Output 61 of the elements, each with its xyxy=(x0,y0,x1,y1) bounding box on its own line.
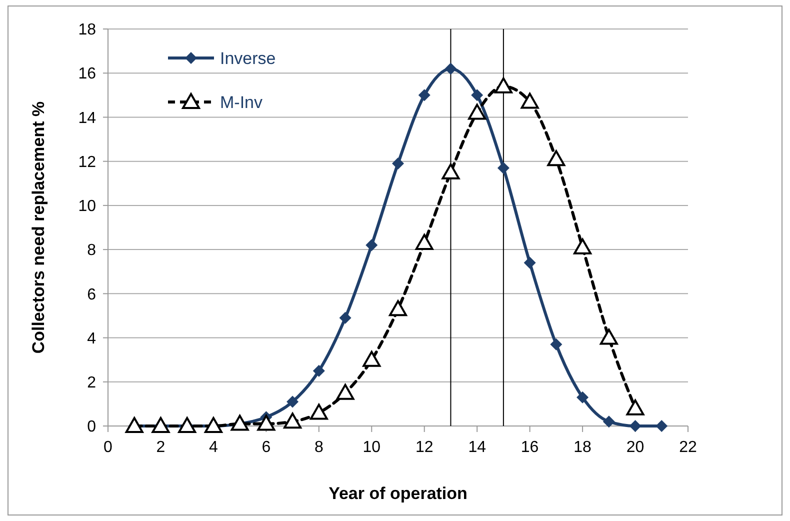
point xyxy=(444,62,457,75)
x-tick-label: 0 xyxy=(104,439,113,456)
point xyxy=(629,420,642,432)
point xyxy=(468,104,486,120)
point xyxy=(178,417,196,433)
x-tick-label: 8 xyxy=(314,439,324,456)
point xyxy=(497,162,510,174)
y-tick-label: 16 xyxy=(78,66,96,83)
point xyxy=(547,150,566,166)
legend-label: Inverse xyxy=(220,48,276,68)
point xyxy=(418,89,430,102)
point xyxy=(520,92,539,109)
point xyxy=(574,238,592,254)
point xyxy=(366,239,378,252)
y-tick-label: 4 xyxy=(87,330,96,348)
point xyxy=(389,300,407,316)
point xyxy=(494,77,512,94)
y-tick-label: 8 xyxy=(87,242,96,260)
point xyxy=(152,417,170,433)
point xyxy=(339,312,352,324)
point xyxy=(362,350,381,367)
point xyxy=(286,396,299,408)
x-tick-label: 16 xyxy=(520,439,539,456)
point xyxy=(524,256,536,269)
point xyxy=(550,338,562,350)
x-tick-label: 4 xyxy=(209,439,218,456)
point xyxy=(442,163,460,180)
point xyxy=(257,414,276,431)
point xyxy=(230,414,249,431)
point xyxy=(310,404,328,420)
x-tick-label: 22 xyxy=(679,439,697,456)
x-tick-label: 14 xyxy=(468,439,486,456)
y-tick-label: 12 xyxy=(78,154,96,171)
x-tick-label: 18 xyxy=(574,439,592,456)
legend-label: M-Inv xyxy=(220,92,263,112)
point xyxy=(204,417,222,433)
point xyxy=(600,328,618,345)
point xyxy=(312,364,325,377)
y-tick-label: 2 xyxy=(87,374,96,392)
point xyxy=(415,234,434,250)
point xyxy=(284,412,302,429)
x-tick-label: 20 xyxy=(626,439,644,456)
point xyxy=(602,416,615,428)
x-axis-title: Year of operation xyxy=(328,484,468,503)
x-tick-label: 2 xyxy=(156,439,166,456)
x-tick-label: 10 xyxy=(362,439,381,456)
point xyxy=(626,399,644,416)
point xyxy=(471,89,484,102)
y-tick-label: 18 xyxy=(78,22,96,39)
point xyxy=(656,420,668,432)
point xyxy=(392,158,404,170)
y-tick-label: 14 xyxy=(78,110,96,127)
x-tick-label: 6 xyxy=(262,439,271,456)
point xyxy=(336,384,354,400)
y-tick-label: 6 xyxy=(87,286,96,304)
x-tick-label: 12 xyxy=(415,439,434,456)
y-axis-title: Collectors need replacement % xyxy=(29,101,48,354)
point xyxy=(125,417,144,433)
point xyxy=(576,391,589,404)
y-tick-label: 10 xyxy=(78,198,96,216)
y-tick-label: 0 xyxy=(87,418,96,436)
